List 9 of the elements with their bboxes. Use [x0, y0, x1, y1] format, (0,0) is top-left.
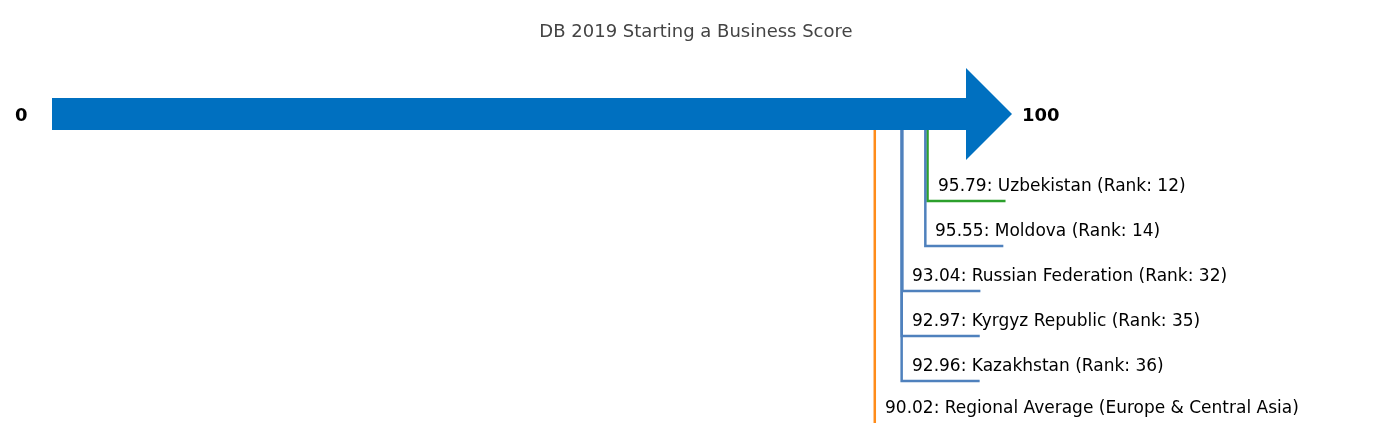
data-label: 95.55: Moldova (Rank: 14): [935, 220, 1161, 240]
text: 0: [15, 104, 28, 125]
text: 100: [1022, 104, 1060, 125]
data-label: 93.04: Russian Federation (Rank: 32): [912, 265, 1228, 285]
data-label: 90.02: Regional Average (Europe & Central Asia): [885, 397, 1299, 417]
data-label: 95.79: Uzbekistan (Rank: 12): [938, 175, 1186, 195]
data-label: 92.97: Kyrgyz Republic (Rank: 35): [912, 310, 1201, 330]
text: DB 2019 Starting a Business Score: [539, 20, 853, 42]
data-label: 92.96: Kazakhstan (Rank: 36): [912, 355, 1164, 375]
